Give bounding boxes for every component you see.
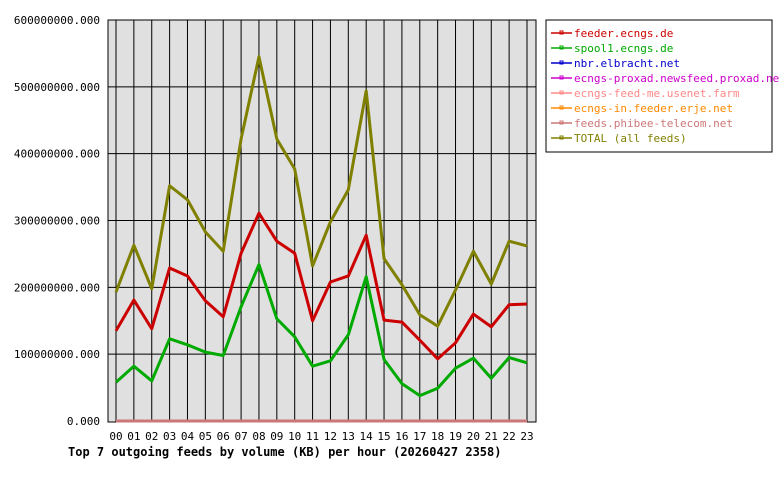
legend-item: ecngs-feed-me.usenet.farm (551, 87, 740, 100)
series-line-1 (114, 263, 528, 398)
x-tick-label: 19 (449, 430, 462, 443)
legend-item: feeder.ecngs.de (551, 27, 673, 40)
legend: feeder.ecngs.de spool1.ecngs.de nbr.elbrac… (545, 19, 780, 153)
legend-label: feeder.ecngs.de (574, 27, 673, 40)
y-tick-label: 600000000.000 (14, 14, 100, 27)
legend-label: TOTAL (all feeds) (574, 132, 687, 145)
x-tick-label: 05 (199, 430, 212, 443)
series-line-0 (114, 211, 528, 361)
chart-title: Top 7 outgoing feeds by volume (KB) per … (68, 445, 501, 459)
y-tick-labels: 0.000 100000000.000 200000000.000 300000000… (14, 14, 100, 428)
y-tick-label: 100000000.000 (14, 348, 100, 361)
series-line-7 (114, 55, 528, 328)
x-tick-label: 16 (395, 430, 408, 443)
series-lines (114, 55, 528, 423)
x-tick-label: 10 (288, 430, 301, 443)
x-tick-label: 08 (252, 430, 265, 443)
legend-label: ecngs-proxad.newsfeed.proxad.net (574, 72, 780, 85)
legend-item: spool1.ecngs.de (551, 42, 673, 55)
legend-item: ecngs-in.feeder.erje.net (551, 102, 733, 115)
x-tick-label: 00 (109, 430, 122, 443)
x-tick-label: 17 (413, 430, 426, 443)
y-tick-label: 300000000.000 (14, 215, 100, 228)
legend-marker (559, 75, 564, 80)
x-tick-label: 11 (306, 430, 319, 443)
x-tick-label: 20 (467, 430, 480, 443)
legend-item: TOTAL (all feeds) (551, 132, 687, 145)
y-tick-label: 0.000 (67, 415, 100, 428)
legend-marker (559, 105, 564, 110)
x-tick-label: 15 (377, 430, 390, 443)
legend-marker (559, 135, 564, 140)
legend-item: nbr.elbracht.net (551, 57, 680, 70)
y-tick-label: 200000000.000 (14, 281, 100, 294)
x-tick-label: 22 (503, 430, 516, 443)
legend-label: spool1.ecngs.de (574, 42, 673, 55)
x-tick-labels: 00 01 02 03 04 05 06 07 08 09 10 11 12 13 14 15 16 17 18 19… (109, 430, 533, 443)
x-tick-label: 18 (431, 430, 444, 443)
legend-marker (559, 30, 564, 35)
x-tick-label: 09 (270, 430, 283, 443)
x-tick-label: 07 (234, 430, 247, 443)
legend-marker (559, 120, 564, 125)
legend-item: ecngs-proxad.newsfeed.proxad.net (551, 72, 780, 85)
legend-label: ecngs-feed-me.usenet.farm (574, 87, 740, 100)
grid (108, 20, 536, 422)
x-tick-label: 04 (181, 430, 195, 443)
x-tick-label: 12 (324, 430, 337, 443)
legend-marker (559, 45, 564, 50)
x-tick-label: 23 (520, 430, 533, 443)
legend-label: feeds.phibee-telecom.net (574, 117, 733, 130)
legend-marker (559, 90, 564, 95)
legend-marker (559, 60, 564, 65)
legend-label: nbr.elbracht.net (574, 57, 680, 70)
x-tick-label: 03 (163, 430, 176, 443)
legend-label: ecngs-in.feeder.erje.net (574, 102, 733, 115)
y-tick-label: 400000000.000 (14, 148, 100, 161)
y-tick-label: 500000000.000 (14, 81, 100, 94)
x-tick-label: 02 (145, 430, 158, 443)
x-tick-label: 01 (127, 430, 140, 443)
x-tick-label: 21 (485, 430, 498, 443)
x-tick-label: 13 (342, 430, 355, 443)
x-tick-label: 14 (360, 430, 374, 443)
x-tick-label: 06 (217, 430, 230, 443)
legend-item: feeds.phibee-telecom.net (551, 117, 733, 130)
